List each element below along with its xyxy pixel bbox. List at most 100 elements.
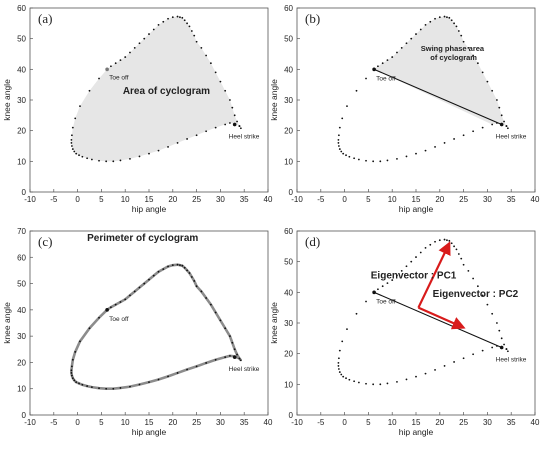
cyclogram-point: [448, 239, 451, 242]
cyclogram-point: [112, 387, 115, 390]
cyclogram-point: [342, 152, 345, 155]
x-tick-label: 30: [216, 195, 225, 204]
cyclogram-point: [462, 40, 465, 43]
cyclogram-point: [179, 264, 181, 267]
y-tick-label: 20: [284, 127, 293, 136]
cyclogram-point: [78, 382, 80, 385]
cyclogram-point: [238, 357, 241, 360]
x-tick-label: 35: [240, 418, 249, 427]
cyclogram-point: [143, 282, 146, 285]
cyclogram-point: [424, 23, 427, 26]
cyclogram-point: [467, 269, 470, 272]
cyclogram-point: [81, 155, 84, 158]
cyclogram-point: [167, 146, 169, 148]
cyclogram-point: [73, 379, 76, 382]
cyclogram-point: [503, 343, 505, 346]
cyclogram-point: [405, 378, 408, 381]
cyclogram-point: [238, 125, 241, 127]
cyclogram-point: [429, 20, 432, 23]
cyclogram-point: [337, 365, 340, 367]
heel-strike-marker: [232, 355, 237, 359]
y-tick-label: 20: [17, 358, 26, 367]
cyclogram-point: [70, 369, 73, 372]
cyclogram-point: [119, 59, 122, 62]
pc1-annotation: Eigenvector : PC1: [371, 271, 457, 282]
cyclogram-point: [224, 123, 227, 126]
cyclogram-point: [110, 65, 112, 68]
cyclogram-point: [79, 105, 81, 108]
cyclogram-point: [453, 138, 455, 140]
cyclogram-point: [71, 126, 74, 129]
cyclogram-point: [152, 28, 155, 31]
y-tick-label: 60: [17, 253, 26, 262]
cyclogram-point: [205, 54, 208, 57]
cyclogram-point: [462, 263, 465, 266]
cyclogram-point: [386, 159, 389, 162]
x-tick-label: 5: [366, 418, 371, 427]
cyclogram-point: [355, 312, 358, 315]
cyclogram-point: [472, 130, 475, 133]
cyclogram-point: [229, 122, 231, 124]
cyclogram-point: [345, 377, 347, 380]
cyclogram-point: [181, 264, 184, 267]
x-tick-label: 35: [507, 195, 516, 204]
cyclogram-point: [340, 150, 343, 153]
cyclogram-point: [214, 311, 217, 314]
cyclogram-point: [355, 89, 358, 92]
cyclogram-point: [186, 138, 188, 140]
cyclogram-point: [434, 240, 436, 243]
x-tick-label: 0: [342, 195, 347, 204]
cyclogram-point: [448, 16, 451, 19]
cyclogram-point: [434, 17, 436, 20]
cyclogram-point: [205, 130, 208, 133]
y-tick-label: 0: [289, 188, 294, 197]
x-tick-label: 15: [412, 195, 421, 204]
cyclogram-point: [70, 374, 73, 377]
cyclogram-point: [129, 51, 131, 54]
heel-strike-annotation: Heel strike: [496, 134, 527, 141]
x-tick-label: -10: [291, 195, 303, 204]
cyclogram-point: [346, 328, 348, 331]
cyclogram-point: [229, 335, 231, 338]
cyclogram-point: [70, 138, 73, 141]
cyclogram-point: [481, 126, 484, 129]
cyclogram-point: [400, 46, 403, 49]
cyclogram-point: [381, 62, 384, 65]
cyclogram-point: [472, 277, 475, 280]
cyclogram-point: [337, 361, 340, 364]
toe-off-marker: [105, 308, 109, 312]
x-tick-label: -5: [50, 418, 58, 427]
y-tick-label: 50: [17, 35, 26, 44]
cyclogram-point: [396, 51, 398, 54]
cyclogram-point: [338, 349, 341, 352]
y-tick-label: 40: [17, 65, 26, 74]
y-tick-label: 30: [284, 319, 293, 328]
y-tick-label: 40: [284, 288, 293, 297]
cyclogram-point: [176, 142, 179, 144]
cyclogram-point: [124, 298, 127, 301]
chart-panel-c: -10 -5 0 5 10 15 20 25 30 35 40 0 10 20 30 40 50 60 70 hip …: [2, 227, 273, 437]
x-tick-label: 0: [75, 418, 80, 427]
area-annotation: Area of cyclogram: [123, 86, 210, 97]
cyclogram-point: [181, 16, 184, 19]
cyclogram-point: [148, 381, 150, 384]
cyclogram-point: [365, 77, 367, 80]
cyclogram-point: [353, 380, 356, 383]
x-tick-label: 0: [75, 195, 80, 204]
cyclogram-point: [472, 54, 475, 57]
cyclogram-point: [455, 25, 458, 28]
cyclogram-point: [396, 274, 398, 277]
x-tick-label: 25: [192, 418, 201, 427]
cyclogram-point: [138, 383, 141, 386]
panel-label: (c): [38, 234, 52, 249]
x-tick-label: 10: [121, 195, 130, 204]
cyclogram-point: [443, 365, 446, 367]
cyclogram-point: [496, 322, 498, 324]
cyclogram-point: [75, 152, 78, 155]
cyclogram-point: [438, 239, 441, 242]
cyclogram-point: [506, 350, 509, 353]
perimeter-annotation: Perimeter of cyclogram: [87, 233, 198, 244]
cyclogram-point: [110, 306, 112, 309]
cyclogram-point: [176, 372, 179, 374]
x-tick-label: 0: [342, 418, 347, 427]
